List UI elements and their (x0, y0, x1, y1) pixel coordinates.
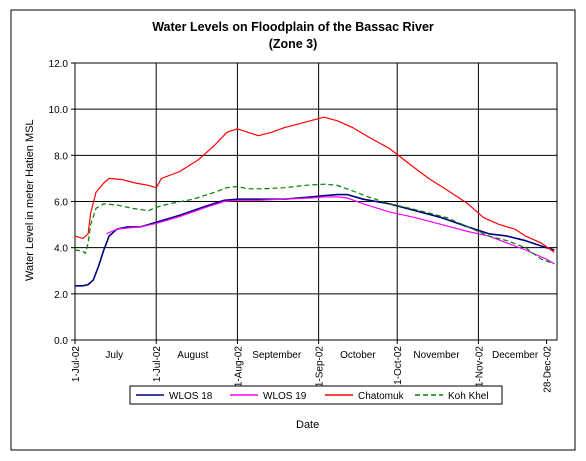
x-date-label: 1-Sep-02 (315, 346, 326, 388)
x-axis-label: Date (296, 419, 320, 431)
legend-label: Koh Khel (448, 391, 489, 402)
y-tick-label: 0.0 (54, 336, 68, 347)
outer-border (10, 9, 576, 451)
x-date-label: 1-Jul-02 (152, 346, 163, 383)
x-date-label: 1-Oct-02 (393, 346, 404, 385)
series-line-chatomuk (74, 116, 555, 253)
x-month-label: September (252, 350, 302, 361)
x-month-label: November (413, 350, 460, 361)
legend-label: WLOS 19 (263, 391, 307, 402)
y-tick-label: 6.0 (54, 198, 68, 209)
y-tick-label: 12.0 (49, 59, 69, 70)
chart-title: Water Levels on Floodplain of the Bassac… (152, 20, 434, 34)
x-month-label: July (105, 350, 123, 361)
x-date-label: 1-Aug-02 (233, 346, 244, 388)
x-month-label: December (492, 350, 539, 361)
x-date-label: 28-Dec-02 (543, 346, 554, 393)
legend-label: Chatomuk (358, 391, 405, 402)
y-tick-label: 8.0 (54, 151, 68, 162)
chart-subtitle: (Zone 3) (268, 37, 318, 51)
x-date-label: 1-Jul-02 (71, 346, 82, 383)
legend-label: WLOS 18 (169, 391, 213, 402)
y-tick-label: 10.0 (49, 105, 69, 116)
x-month-label: October (340, 350, 376, 361)
x-month-label: August (177, 350, 208, 361)
y-tick-label: 4.0 (54, 244, 68, 255)
x-date-label: 1-Nov-02 (474, 346, 485, 388)
legend (129, 385, 503, 405)
y-tick-label: 2.0 (54, 290, 68, 301)
